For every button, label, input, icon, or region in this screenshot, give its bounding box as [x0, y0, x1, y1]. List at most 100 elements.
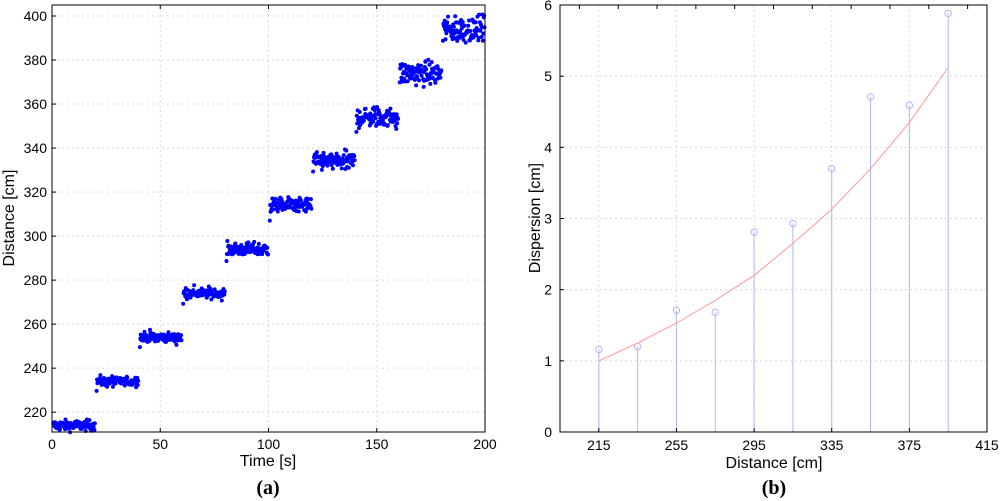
scatter-point [403, 63, 408, 68]
scatter-point [394, 126, 399, 131]
scatter-point [482, 13, 487, 18]
chart-b-ytick-label: 0 [544, 424, 552, 440]
scatter-point [352, 154, 357, 159]
chart-a-xtick-label: 100 [257, 436, 281, 452]
scatter-point [174, 342, 179, 347]
scatter-point [125, 375, 130, 380]
scatter-point [453, 14, 458, 19]
scatter-point [273, 196, 278, 201]
stem-marker [944, 9, 952, 18]
scatter-point [451, 24, 456, 29]
scatter-point [433, 80, 438, 85]
chart-b-ytick-label: 6 [544, 0, 552, 13]
chart-a-ytick-label: 400 [24, 8, 48, 24]
scatter-point [329, 162, 334, 167]
scatter-point [400, 79, 405, 84]
stem-marker [866, 93, 875, 101]
scatter-point [137, 345, 142, 350]
scatter-point [179, 333, 184, 338]
chart-b-ytick-label: 4 [544, 139, 552, 155]
scatter-point [296, 209, 301, 214]
scatter-point [439, 68, 444, 73]
scatter-point [179, 338, 184, 343]
scatter-point [421, 84, 426, 89]
scatter-point [105, 384, 110, 389]
scatter-point [92, 428, 97, 433]
scatter-point [463, 40, 468, 45]
stem-marker [828, 164, 836, 173]
scatter-point [417, 78, 422, 83]
scatter-point [357, 110, 362, 115]
scatter-point [252, 239, 257, 244]
scatter-point [412, 70, 417, 75]
scatter-point [219, 298, 224, 303]
chart-b-ytick-label: 3 [544, 211, 552, 227]
scatter-point [356, 126, 361, 131]
chart-a-ytick-label: 380 [24, 52, 48, 68]
scatter-point [466, 23, 471, 28]
chart-b-stems [595, 9, 952, 432]
scatter-point [462, 23, 467, 28]
scatter-point [373, 116, 378, 121]
scatter-point [110, 384, 115, 389]
chart-b-xtick-label: 335 [820, 437, 844, 453]
chart-b-xtick-label: 415 [975, 437, 999, 453]
scatter-point [424, 67, 429, 72]
scatter-point [113, 381, 118, 386]
scatter-point [222, 292, 227, 297]
scatter-point [474, 33, 479, 38]
scatter-point [94, 388, 99, 393]
scatter-point [345, 159, 350, 164]
scatter-point [372, 108, 377, 113]
scatter-point [405, 79, 410, 84]
scatter-point [147, 327, 152, 332]
scatter-point [209, 297, 214, 302]
scatter-point [467, 18, 472, 23]
stem-marker [595, 345, 603, 354]
scatter-point [275, 209, 280, 214]
stem-marker [711, 308, 719, 317]
scatter-point [92, 421, 97, 426]
chart-b-fit-curve [598, 67, 949, 362]
chart-b-xtick-label: 215 [587, 437, 611, 453]
scatter-point [256, 241, 261, 246]
scatter-point [224, 259, 229, 263]
scatter-point [346, 165, 351, 170]
chart-a-ylabel: Distance [cm] [1, 170, 18, 267]
scatter-point [468, 29, 473, 34]
scatter-point [419, 63, 424, 68]
scatter-point [428, 81, 433, 86]
stem-marker [905, 101, 914, 110]
scatter-point [438, 75, 443, 80]
scatter-point [225, 238, 230, 243]
scatter-point [414, 83, 419, 88]
scatter-point [341, 153, 346, 158]
scatter-point [233, 241, 238, 246]
scatter-point [354, 129, 359, 134]
scatter-point [265, 245, 270, 250]
scatter-point [363, 106, 368, 111]
scatter-point [98, 373, 103, 378]
scatter-point [395, 116, 400, 121]
chart-a-xtick-label: 150 [365, 436, 389, 452]
scatter-point [460, 19, 465, 24]
scatter-point [481, 31, 486, 36]
stem-marker [789, 219, 797, 228]
scatter-point [260, 252, 265, 257]
scatter-point [479, 34, 484, 39]
scatter-point [166, 330, 171, 335]
scatter-point [478, 28, 483, 33]
chart-a-xtick-label: 200 [473, 436, 497, 452]
scatter-point [371, 119, 376, 124]
scatter-point [374, 105, 379, 110]
scatter-point [419, 73, 424, 78]
chart-b-panel-label: (b) [762, 477, 786, 499]
chart-a-ytick-label: 280 [24, 272, 48, 288]
scatter-point [361, 118, 366, 123]
chart-a-ytick-label: 240 [24, 360, 48, 376]
scatter-point [344, 148, 349, 153]
scatter-point [473, 20, 478, 25]
scatter-point [222, 289, 227, 294]
scatter-point [325, 163, 330, 168]
